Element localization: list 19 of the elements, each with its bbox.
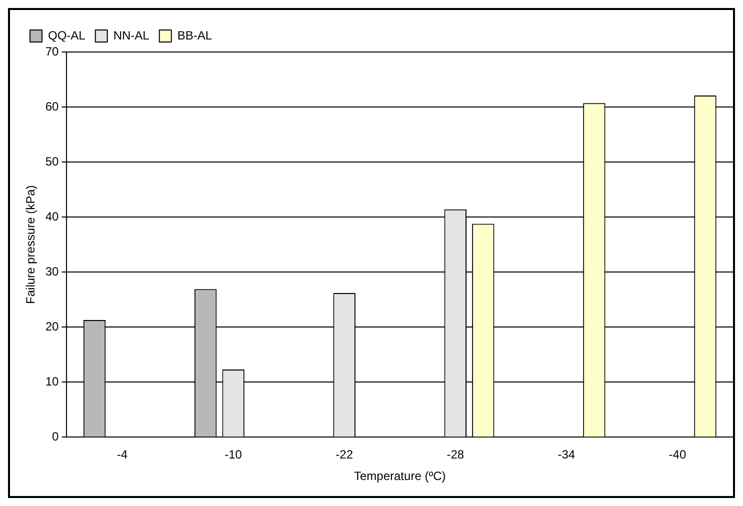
y-tick-label: 0 xyxy=(52,430,60,444)
y-tick-label: 60 xyxy=(45,99,60,114)
y-tick-label: 40 xyxy=(45,209,60,224)
x-tick-label: -28 xyxy=(446,448,464,462)
legend-label: BB-AL xyxy=(177,28,212,42)
x-tick-label: -10 xyxy=(224,448,242,462)
y-tick-label: 70 xyxy=(45,44,60,58)
y-tick-label: 10 xyxy=(45,374,60,388)
x-tick-label: -40 xyxy=(668,448,686,462)
legend-label: QQ-AL xyxy=(48,28,86,42)
x-axis-title: Temperature (ºC) xyxy=(354,469,446,484)
y-tick-label: 50 xyxy=(45,154,60,168)
x-tick-label: -4 xyxy=(116,448,128,462)
y-tick-label: 20 xyxy=(45,319,60,334)
legend-label: NN-AL xyxy=(113,28,150,42)
y-axis-title: Failure pressure (kPa) xyxy=(24,185,38,304)
y-tick-label: 30 xyxy=(45,264,60,278)
x-tick-label: -34 xyxy=(558,448,576,462)
x-tick-label: -22 xyxy=(336,448,354,462)
